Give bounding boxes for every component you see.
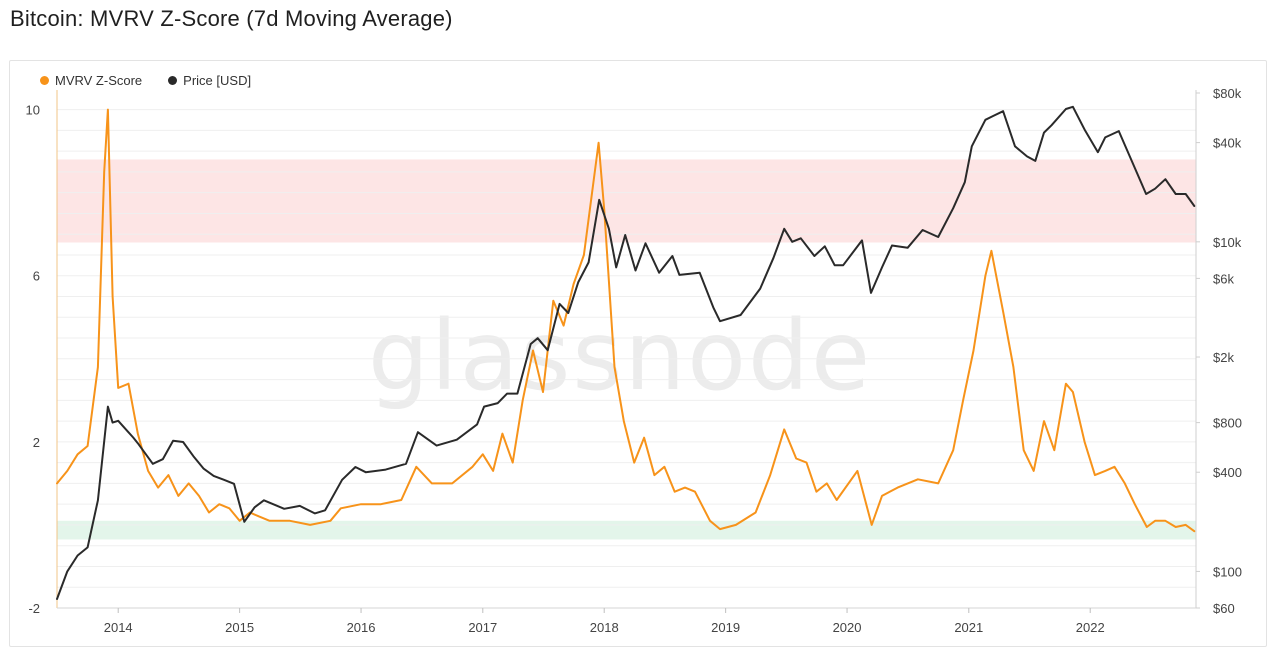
axes [56, 90, 1200, 613]
x-tick-label: 2019 [711, 620, 740, 635]
y-right-tick-label: $80k [1213, 86, 1242, 101]
y-right-tick-label: $800 [1213, 416, 1242, 431]
band-red [57, 159, 1196, 243]
legend-item-zscore[interactable]: MVRV Z-Score [40, 73, 142, 88]
x-tick-label: 2016 [347, 620, 376, 635]
bands [57, 159, 1196, 540]
legend-item-price[interactable]: Price [USD] [168, 73, 251, 88]
x-tick-label: 2014 [104, 620, 133, 635]
y-left-tick-label: 10 [26, 103, 40, 118]
y-right-tick-label: $2k [1213, 350, 1234, 365]
series-line-price [56, 105, 1196, 600]
chart-title: Bitcoin: MVRV Z-Score (7d Moving Average… [10, 6, 453, 31]
x-tick-label: 2021 [954, 620, 983, 635]
series [56, 105, 1196, 600]
y-left-tick-label: -2 [28, 601, 40, 616]
tick-labels: 2014 2015 2016 2017 2018 2019 2020 2021 2022 -2 2 6… [26, 86, 1242, 635]
y-right-tick-label: $40k [1213, 136, 1242, 151]
x-tick-label: 2015 [225, 620, 254, 635]
legend-label-price: Price [USD] [183, 73, 252, 88]
chart-panel [9, 60, 1267, 647]
y-left-tick-label: 2 [33, 435, 40, 450]
legend: MVRV Z-Score Price [USD] [40, 73, 251, 88]
y-right-tick-label: $60 [1213, 601, 1235, 616]
y-right-tick-label: $10k [1213, 235, 1242, 250]
y-right-tick-label: $6k [1213, 271, 1234, 286]
legend-dot-price [168, 76, 178, 85]
x-tick-label: 2020 [833, 620, 862, 635]
x-tick-label: 2018 [590, 620, 619, 635]
y-left-tick-label: 6 [33, 269, 40, 284]
legend-label-zscore: MVRV Z-Score [55, 73, 143, 88]
x-tick-label: 2022 [1076, 620, 1105, 635]
band-green [57, 520, 1196, 540]
y-right-tick-label: $400 [1213, 465, 1242, 480]
y-right-tick-label: $100 [1213, 564, 1242, 579]
series-line-zscore [56, 108, 1196, 533]
legend-dot-zscore [40, 76, 49, 85]
x-tick-label: 2017 [468, 620, 497, 635]
